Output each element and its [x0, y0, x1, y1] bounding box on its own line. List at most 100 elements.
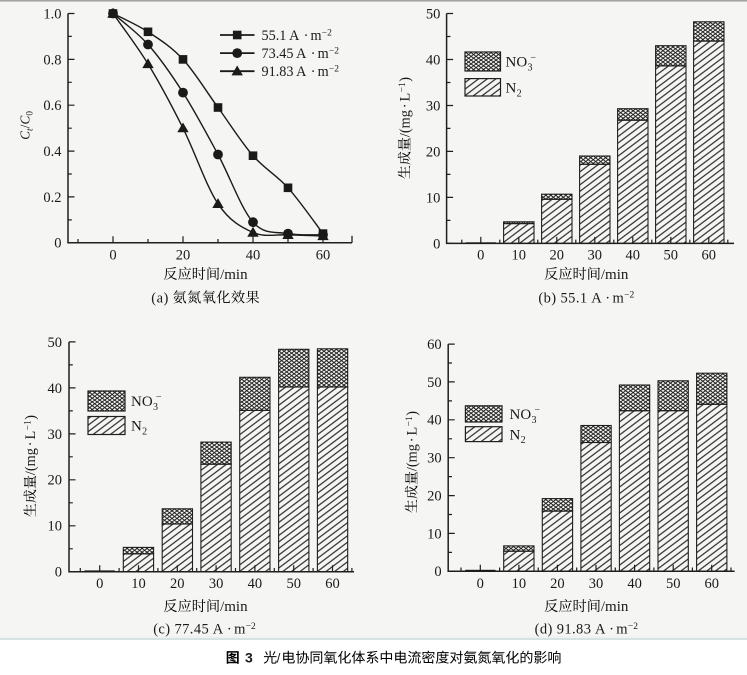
svg-text:m: m — [311, 28, 322, 44]
svg-text:0.6: 0.6 — [43, 98, 61, 114]
svg-text:73.45 A: 73.45 A — [262, 46, 308, 62]
svg-text:50: 50 — [427, 375, 442, 391]
svg-text:0: 0 — [54, 236, 61, 252]
svg-text:3: 3 — [153, 402, 158, 413]
svg-text:m: m — [318, 46, 329, 62]
svg-text:−: − — [534, 405, 540, 416]
svg-text:C: C — [18, 116, 33, 125]
svg-text:−2: −2 — [329, 47, 339, 57]
svg-text:N: N — [131, 419, 142, 435]
svg-text:NO: NO — [506, 55, 528, 71]
svg-text:0: 0 — [96, 576, 103, 592]
svg-text:0: 0 — [25, 111, 35, 116]
svg-text:50: 50 — [286, 576, 301, 592]
svg-text:2: 2 — [521, 435, 526, 446]
svg-text:60: 60 — [702, 247, 717, 263]
svg-text:40: 40 — [627, 576, 642, 592]
svg-text:L: L — [23, 431, 39, 440]
svg-text:): ) — [398, 77, 414, 82]
svg-text:30: 30 — [426, 98, 441, 114]
svg-text:10: 10 — [512, 247, 527, 263]
svg-text:−2: −2 — [246, 622, 256, 632]
svg-text:3: 3 — [532, 415, 537, 426]
svg-text:·: · — [609, 622, 614, 638]
svg-text:2: 2 — [142, 427, 147, 438]
svg-text:20: 20 — [170, 576, 185, 592]
svg-text:40: 40 — [626, 247, 641, 263]
svg-text:40: 40 — [248, 576, 263, 592]
svg-text:m: m — [613, 290, 625, 306]
svg-text:−: − — [156, 392, 162, 403]
svg-text:NO: NO — [131, 394, 153, 410]
svg-text:−2: −2 — [628, 622, 638, 632]
svg-text:30: 30 — [589, 576, 604, 592]
svg-text:): ) — [23, 415, 39, 420]
svg-text:3: 3 — [245, 650, 253, 666]
svg-text:0: 0 — [55, 565, 62, 581]
svg-text:0.8: 0.8 — [43, 52, 61, 68]
svg-text:91.83 A: 91.83 A — [262, 64, 308, 80]
svg-text:30: 30 — [588, 247, 603, 263]
svg-text:·: · — [23, 441, 39, 446]
svg-text:0: 0 — [109, 247, 116, 263]
svg-text:/: / — [277, 651, 281, 666]
svg-text:(b) 55.1: (b) 55.1 — [538, 290, 587, 306]
svg-text:NO: NO — [510, 407, 532, 423]
svg-text:·: · — [398, 103, 414, 108]
svg-text:0.2: 0.2 — [43, 190, 61, 206]
svg-text:30: 30 — [209, 576, 224, 592]
svg-text:/(mg: /(mg — [23, 448, 39, 475]
svg-text:10: 10 — [427, 526, 442, 542]
svg-text:/min: /min — [601, 599, 629, 615]
svg-text:/min: /min — [601, 267, 629, 283]
svg-text:40: 40 — [246, 247, 261, 263]
svg-text:20: 20 — [550, 576, 565, 592]
svg-text:·: · — [605, 290, 610, 306]
svg-text:/min: /min — [220, 267, 248, 283]
svg-text:/(mg: /(mg — [405, 444, 421, 471]
svg-text:50: 50 — [666, 576, 681, 592]
svg-text:60: 60 — [704, 576, 719, 592]
svg-text:50: 50 — [664, 247, 679, 263]
svg-text:20: 20 — [176, 247, 191, 263]
svg-text:55.1 A: 55.1 A — [262, 28, 301, 44]
svg-text:50: 50 — [426, 6, 441, 22]
svg-text:L: L — [405, 427, 421, 436]
svg-text:0.4: 0.4 — [43, 144, 62, 160]
svg-text:10: 10 — [131, 576, 146, 592]
svg-text:20: 20 — [426, 144, 441, 160]
svg-text:20: 20 — [427, 489, 442, 505]
svg-text:·: · — [405, 437, 421, 442]
svg-text:·: · — [311, 46, 316, 62]
svg-text:40: 40 — [427, 413, 442, 429]
svg-text:3: 3 — [528, 63, 533, 74]
svg-text:A: A — [591, 290, 602, 306]
svg-text:−2: −2 — [329, 65, 339, 75]
svg-text:60: 60 — [325, 576, 340, 592]
svg-text:C: C — [18, 131, 33, 140]
svg-text:10: 10 — [426, 190, 441, 206]
svg-text:−1: −1 — [398, 82, 408, 92]
svg-text:40: 40 — [48, 381, 63, 397]
svg-text:(c) 77.45: (c) 77.45 — [153, 622, 209, 638]
svg-text:40: 40 — [426, 52, 441, 68]
svg-text:L: L — [398, 93, 414, 102]
svg-text:m: m — [234, 622, 246, 638]
svg-text:60: 60 — [427, 337, 442, 353]
svg-text:A: A — [213, 622, 224, 638]
svg-text:): ) — [405, 411, 421, 416]
svg-text:−2: −2 — [322, 28, 332, 38]
svg-text:1.0: 1.0 — [43, 6, 61, 22]
svg-text:m: m — [616, 622, 628, 638]
svg-text:20: 20 — [550, 247, 565, 263]
svg-text:0: 0 — [433, 236, 440, 252]
svg-text:60: 60 — [316, 247, 331, 263]
svg-text:·: · — [311, 64, 316, 80]
svg-text:/: / — [18, 124, 33, 128]
svg-text:0: 0 — [477, 247, 484, 263]
svg-text:0: 0 — [434, 564, 441, 580]
svg-text:t: t — [25, 128, 35, 131]
svg-text:(d) 91.83: (d) 91.83 — [535, 622, 592, 638]
svg-text:/min: /min — [220, 599, 248, 615]
svg-text:N: N — [506, 81, 517, 97]
